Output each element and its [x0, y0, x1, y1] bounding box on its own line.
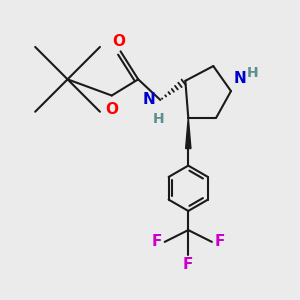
Text: H: H [247, 66, 259, 80]
Text: F: F [152, 234, 162, 249]
Text: N: N [233, 71, 246, 86]
Text: O: O [112, 34, 126, 49]
Text: F: F [215, 234, 225, 249]
Text: H: H [153, 112, 165, 126]
Text: N: N [142, 92, 155, 107]
Polygon shape [186, 118, 191, 148]
Text: F: F [183, 257, 194, 272]
Text: O: O [105, 102, 118, 117]
